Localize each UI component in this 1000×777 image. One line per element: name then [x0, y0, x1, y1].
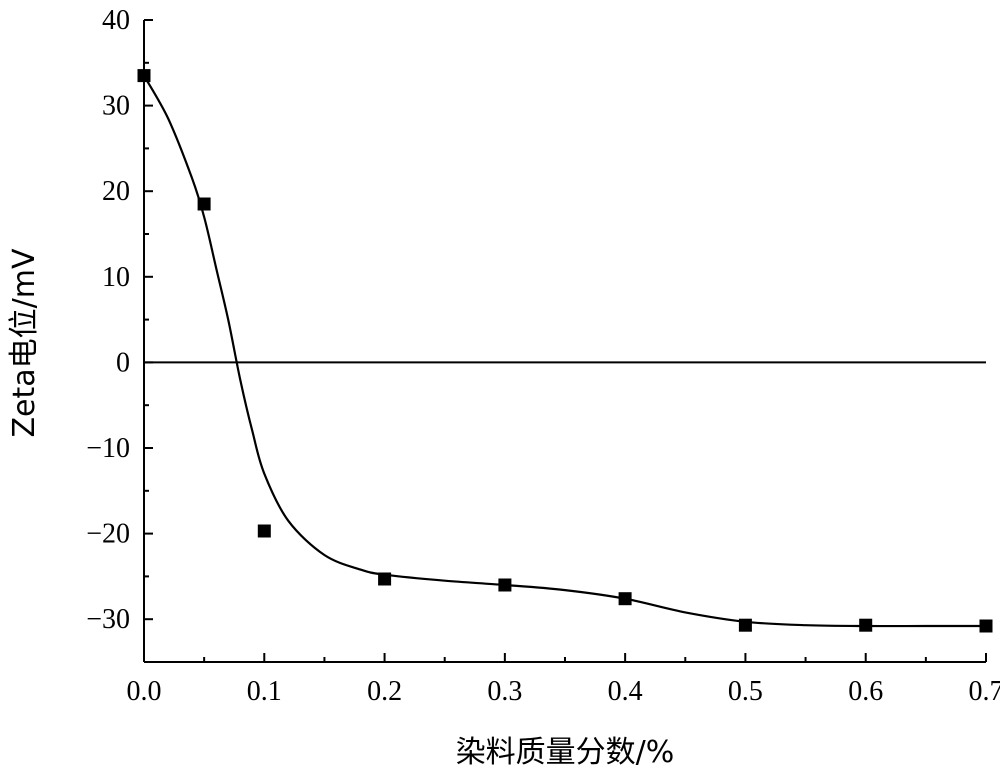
data-point — [859, 618, 873, 632]
x-tick-label: 0.7 — [969, 676, 1000, 707]
axes — [143, 19, 987, 663]
data-point — [197, 197, 211, 211]
fit-curve — [143, 75, 986, 628]
data-point — [137, 69, 151, 83]
x-tick-label: 0.0 — [127, 676, 162, 707]
y-tick-label: 30 — [102, 91, 130, 122]
data-point — [618, 592, 632, 606]
x-tick-labels: 0.0 0.1 0.2 0.3 0.4 0.5 0.6 0.7 — [127, 676, 1000, 707]
data-point — [257, 524, 271, 538]
data-point — [378, 572, 392, 586]
y-tick-label: 40 — [102, 5, 130, 36]
fit-curve-layer — [143, 75, 986, 628]
x-tick-label: 0.2 — [367, 676, 402, 707]
data-point — [498, 578, 512, 592]
x-tick-label: 0.3 — [487, 676, 522, 707]
data-points-layer — [137, 69, 993, 633]
y-tick-label: −20 — [86, 519, 130, 550]
x-tick-label: 0.5 — [728, 676, 763, 707]
y-tick-label: −30 — [86, 604, 130, 635]
x-tick-label: 0.6 — [848, 676, 883, 707]
x-tick-label: 0.4 — [608, 676, 643, 707]
x-tick-label: 0.1 — [247, 676, 282, 707]
x-axis-title: 染料质量分数/% — [456, 735, 675, 770]
y-tick-label: 0 — [116, 347, 130, 378]
data-point — [979, 619, 993, 633]
y-axis-title: Zeta电位/mV — [7, 248, 42, 437]
plot-area — [144, 20, 986, 662]
y-tick-label: −10 — [86, 433, 130, 464]
data-point — [738, 618, 752, 632]
y-tick-labels: 40 30 20 10 0 −10 −20 −30 — [86, 5, 130, 635]
y-tick-label: 20 — [102, 176, 130, 207]
y-tick-label: 10 — [102, 262, 130, 293]
